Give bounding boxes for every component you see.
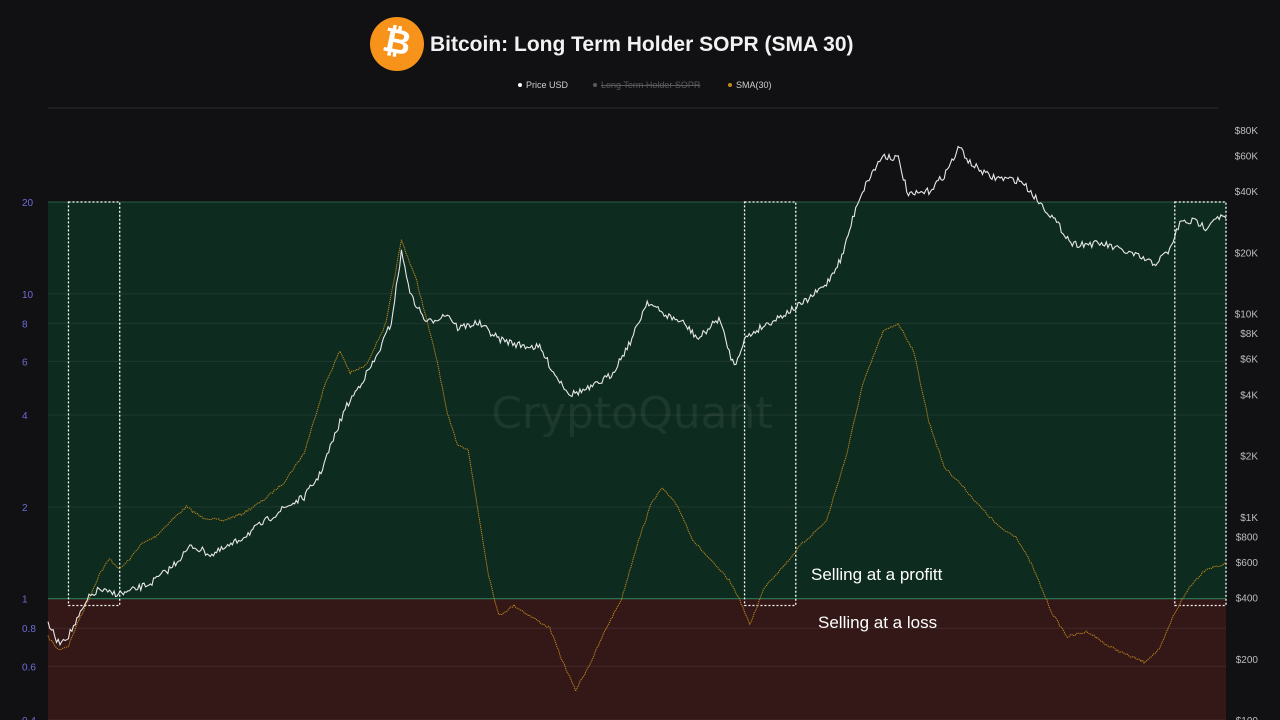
left-tick-label: 2 — [22, 503, 28, 514]
left-tick-label: 4 — [22, 411, 28, 422]
right-tick-label: $400 — [1236, 594, 1259, 605]
right-tick-label: $800 — [1236, 532, 1259, 543]
loss-zone — [48, 598, 1226, 720]
right-tick-label: $60K — [1235, 151, 1259, 162]
right-tick-label: $80K — [1235, 126, 1259, 137]
left-tick-label: 8 — [22, 319, 28, 330]
profit-zone — [48, 202, 1226, 599]
annotation-loss: Selling at a loss — [818, 613, 937, 632]
left-tick-label: 0.6 — [22, 662, 36, 673]
left-tick-label: 1 — [22, 595, 28, 606]
right-tick-label: $4K — [1240, 390, 1258, 401]
highlight-windows — [67, 201, 1227, 607]
left-tick-label: 0.8 — [22, 624, 36, 635]
left-axis: 0.4 0.6 0.8 1 2 4 6 8 10 20 — [22, 198, 36, 720]
right-tick-label: $10K — [1235, 310, 1259, 321]
chart-legend: Price USD Long Term Holder SOPR SMA(30) — [0, 80, 1280, 94]
legend-item-sma[interactable]: SMA(30) — [728, 80, 772, 90]
right-tick-label: $6K — [1240, 355, 1258, 366]
legend-item-lth-sopr[interactable]: Long Term Holder SOPR — [593, 80, 700, 90]
chart-title: Bitcoin: Long Term Holder SOPR (SMA 30) — [430, 33, 854, 56]
right-tick-label: $600 — [1236, 558, 1259, 569]
legend-label-sma: SMA(30) — [736, 80, 772, 90]
series-line-price-usd — [47, 145, 1227, 647]
highlight-window — [743, 201, 797, 607]
annotation-profit: Selling at a profitt — [811, 565, 943, 584]
watermark: CryptoQuant — [491, 388, 773, 439]
right-tick-label: $100 — [1236, 716, 1259, 720]
highlight-window — [67, 201, 121, 607]
highlight-window — [1174, 201, 1227, 607]
right-tick-label: $2K — [1240, 452, 1258, 463]
right-tick-label: $200 — [1236, 655, 1259, 666]
bitcoin-logo-icon: ₿ — [370, 17, 424, 71]
legend-item-price[interactable]: Price USD — [518, 80, 568, 90]
left-tick-label: 20 — [22, 198, 34, 209]
legend-dot-lth-sopr-icon — [593, 82, 597, 87]
legend-label-price: Price USD — [526, 80, 569, 90]
left-tick-label: 10 — [22, 290, 34, 301]
legend-dot-price-icon — [518, 82, 522, 87]
left-tick-label: 0.4 — [22, 716, 36, 720]
grid — [48, 293, 1226, 720]
right-tick-label: $20K — [1235, 248, 1259, 259]
left-tick-label: 6 — [22, 357, 28, 368]
right-tick-label: $40K — [1235, 187, 1259, 198]
right-axis: $100 $200 $400 $600 $800 $1K $2K $4K $6K $8K $10K $… — [1235, 126, 1259, 720]
chart-header: ₿ Bitcoin: Long Term Holder SOPR (SMA 30… — [0, 0, 1280, 100]
series-line-sma30 — [47, 238, 1227, 693]
right-tick-label: $1K — [1240, 513, 1258, 524]
right-tick-label: $8K — [1240, 329, 1258, 340]
legend-label-lth-sopr: Long Term Holder SOPR — [601, 80, 701, 90]
legend-dot-sma-icon — [728, 82, 732, 87]
